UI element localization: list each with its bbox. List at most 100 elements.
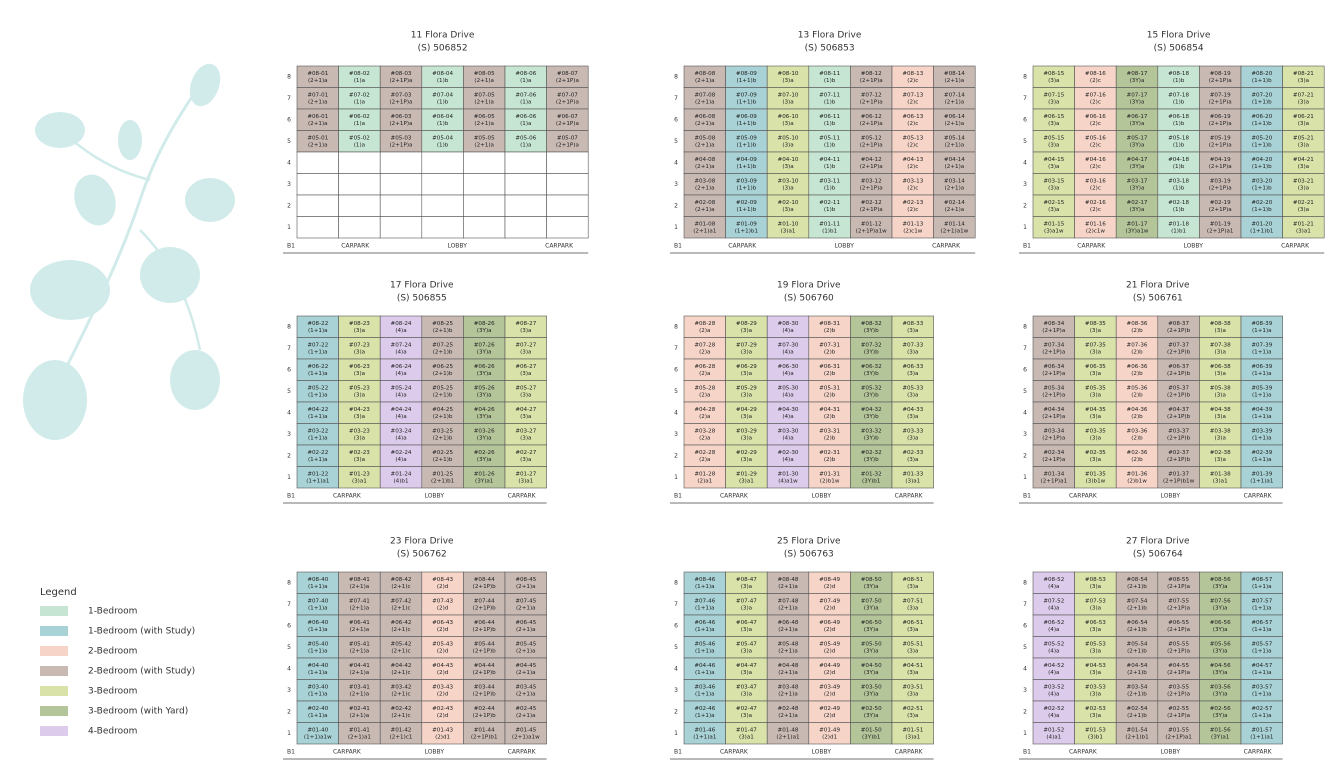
unit-type: (3)a — [1048, 164, 1059, 170]
unit-type: (3Y)a — [477, 393, 492, 399]
unit-type: (3)a — [1298, 207, 1309, 213]
unit-number: #06-01 — [307, 114, 328, 120]
unit-cell — [891, 722, 934, 745]
unit-type: (3)a1w — [1044, 229, 1064, 235]
unit-type: (1+1)a1 — [1250, 735, 1274, 741]
unit-number: #03-31 — [819, 429, 840, 435]
unit-cell — [338, 216, 381, 239]
unit-type: (3Y)a — [477, 371, 492, 377]
unit-number: #04-31 — [819, 407, 840, 413]
unit-number: #01-48 — [778, 728, 799, 734]
unit-type: (3Y)a — [1213, 627, 1228, 633]
unit-type: (2+1)a — [945, 207, 965, 213]
unit-type: (1+1)a — [1252, 414, 1272, 420]
unit-number: #05-45 — [515, 642, 536, 648]
unit-number: #04-38 — [1210, 407, 1231, 413]
unit-type: (3)a1 — [739, 735, 754, 741]
unit-number: #05-18 — [1168, 136, 1189, 142]
unit-type: (1+1)a — [695, 584, 715, 590]
unit-type: (1+1)a — [1252, 692, 1272, 698]
unit-type: (2+1)a1 — [693, 229, 717, 235]
unit-number: #08-06 — [515, 71, 536, 77]
unit-cell — [379, 173, 423, 196]
unit-type: (3Y)b — [864, 328, 879, 334]
unit-number: #04-56 — [1210, 663, 1231, 669]
unit-number: #07-01 — [307, 93, 328, 99]
unit-type: (2+1)a — [474, 100, 494, 106]
unit-type: (2+1)b — [1127, 649, 1147, 655]
unit-number: #01-21 — [1293, 222, 1314, 228]
unit-type: (2)d — [824, 627, 836, 633]
unit-number: #01-30 — [778, 472, 799, 478]
unit-type: (2+1P)b — [1167, 328, 1191, 334]
unit-type: (1)b1 — [1171, 229, 1186, 235]
unit-number: #06-06 — [515, 114, 536, 120]
unit-number: #03-45 — [515, 685, 536, 691]
basement-area: CARPARK — [895, 493, 924, 500]
unit-type: (3)a — [907, 670, 918, 676]
unit-number: #07-12 — [861, 93, 882, 99]
unit-number: #06-45 — [515, 620, 536, 626]
unit-type: (2+1)a — [778, 713, 798, 719]
unit-number: #02-42 — [391, 706, 412, 712]
unit-type: (3Y)a — [864, 606, 879, 612]
unit-type: (2)b — [824, 393, 836, 399]
unit-type: (1+1)a — [1252, 371, 1272, 377]
unit-type: (2+1)a — [308, 121, 328, 127]
unit-type: (2+1)a — [350, 692, 370, 698]
unit-number: #04-10 — [778, 157, 799, 163]
unit-type: (2+1)b — [433, 457, 453, 463]
unit-number: #07-32 — [861, 343, 882, 349]
unit-type: (1)b — [824, 121, 836, 127]
floor-label: 1 — [287, 224, 291, 231]
unit-type: (2+1)c — [391, 692, 410, 698]
unit-number: #02-09 — [736, 200, 757, 206]
unit-type: (3Y)a — [1213, 670, 1228, 676]
unit-number: #05-57 — [1251, 642, 1272, 648]
unit-type: (2)b — [824, 414, 836, 420]
unit-number: #01-53 — [1085, 728, 1106, 734]
unit-number: #01-41 — [349, 728, 370, 734]
unit-number: #04-26 — [474, 407, 495, 413]
unit-type: (2+1P)a — [1042, 371, 1065, 377]
unit-number: #04-36 — [1127, 407, 1148, 413]
unit-type: (2)c — [1090, 100, 1101, 106]
unit-type: (3)a — [741, 606, 752, 612]
floor-label: 6 — [1023, 366, 1027, 373]
unit-type: (2+1P)a — [860, 207, 883, 213]
floor-label: 3 — [287, 431, 291, 438]
unit-type: (1+1)b — [1252, 164, 1272, 170]
unit-number: #05-05 — [474, 136, 495, 142]
unit-type: (2)d1 — [435, 735, 450, 741]
unit-number: #06-44 — [474, 620, 495, 626]
unit-number: #04-22 — [307, 407, 328, 413]
unit-number: #03-43 — [432, 685, 453, 691]
unit-type: (1+1)b — [1252, 100, 1272, 106]
floor-label: 4 — [287, 665, 291, 672]
unit-type: (1+1)b — [737, 100, 757, 106]
unit-number: #06-23 — [349, 364, 370, 370]
unit-type: (1+1)a — [1252, 606, 1272, 612]
unit-type: (2+1P)a — [1042, 436, 1065, 442]
unit-type: (2+1)a — [778, 649, 798, 655]
unit-type: (4)a — [1048, 584, 1059, 590]
unit-cell — [463, 216, 506, 239]
unit-number: #07-13 — [902, 93, 923, 99]
unit-number: #02-56 — [1210, 706, 1231, 712]
unit-type: (3Y)a — [864, 649, 879, 655]
legend-swatch — [40, 686, 68, 696]
unit-number: #05-19 — [1210, 136, 1231, 142]
unit-number: #08-49 — [819, 577, 840, 583]
unit-type: (2+1P)b1w — [1163, 479, 1195, 485]
unit-number: #01-44 — [474, 728, 495, 734]
unit-type: (2+1P)a — [860, 143, 883, 149]
unit-number: #05-52 — [1043, 642, 1064, 648]
unit-number: #08-17 — [1127, 71, 1148, 77]
basement-label: B1 — [1023, 493, 1031, 500]
unit-type: (2+1P)a1 — [1165, 735, 1192, 741]
unit-number: #02-18 — [1168, 200, 1189, 206]
unit-type: (2+1P)a — [556, 121, 579, 127]
unit-number: #05-38 — [1210, 386, 1231, 392]
unit-number: #06-57 — [1251, 620, 1272, 626]
unit-type: (2+1)a — [474, 78, 494, 84]
